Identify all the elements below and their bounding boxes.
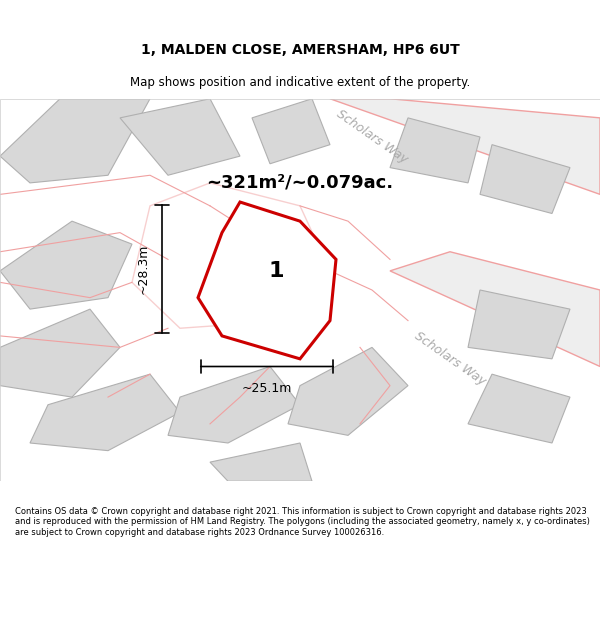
Polygon shape: [468, 290, 570, 359]
Polygon shape: [0, 221, 132, 309]
Text: Scholars Way: Scholars Way: [334, 107, 410, 166]
Polygon shape: [132, 183, 330, 328]
Text: ~28.3m: ~28.3m: [137, 244, 150, 294]
Polygon shape: [210, 443, 312, 481]
Polygon shape: [330, 99, 600, 194]
Polygon shape: [30, 374, 180, 451]
Polygon shape: [168, 366, 300, 443]
Polygon shape: [120, 99, 240, 175]
Text: 1: 1: [268, 261, 284, 281]
Text: Contains OS data © Crown copyright and database right 2021. This information is : Contains OS data © Crown copyright and d…: [15, 507, 590, 537]
Text: Map shows position and indicative extent of the property.: Map shows position and indicative extent…: [130, 76, 470, 89]
Text: 1, MALDEN CLOSE, AMERSHAM, HP6 6UT: 1, MALDEN CLOSE, AMERSHAM, HP6 6UT: [140, 42, 460, 56]
Polygon shape: [288, 348, 408, 436]
Polygon shape: [390, 118, 480, 183]
Polygon shape: [0, 99, 150, 183]
Text: Scholars Way: Scholars Way: [412, 329, 488, 388]
Text: ~25.1m: ~25.1m: [242, 382, 292, 395]
Polygon shape: [198, 202, 336, 359]
Polygon shape: [468, 374, 570, 443]
Polygon shape: [0, 309, 120, 397]
Text: ~321m²/~0.079ac.: ~321m²/~0.079ac.: [206, 174, 394, 192]
Polygon shape: [480, 144, 570, 214]
Polygon shape: [390, 252, 600, 366]
Polygon shape: [252, 99, 330, 164]
